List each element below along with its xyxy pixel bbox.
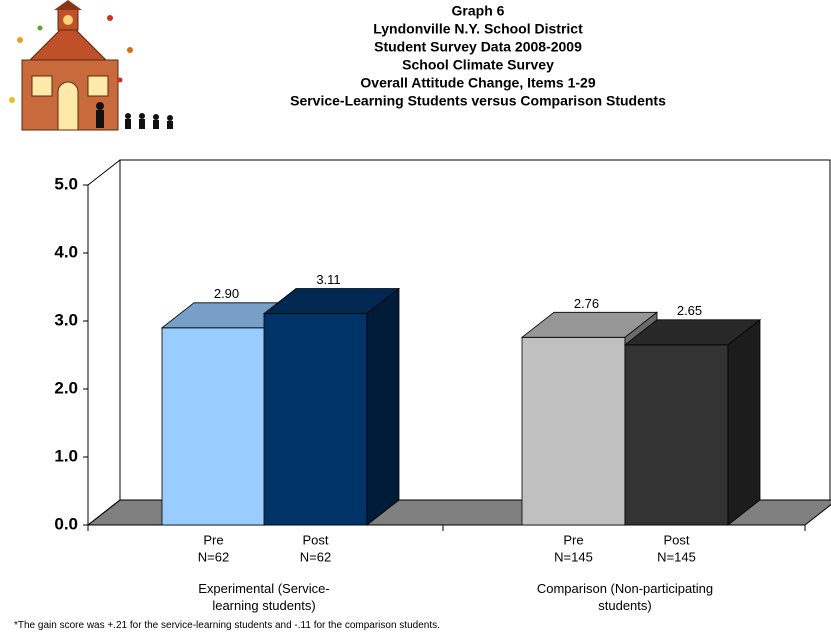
chart-title: Graph 6: [452, 3, 505, 19]
x-tick-label: Post: [663, 532, 689, 547]
chart-title: Lyndonville N.Y. School District: [373, 21, 583, 37]
value-label: 2.65: [677, 303, 702, 318]
y-tick-label: 3.0: [54, 310, 78, 329]
footnote: *The gain score was +.21 for the service…: [14, 620, 440, 631]
bar-side: [727, 318, 761, 526]
value-label: 2.90: [214, 286, 239, 301]
value-label: 2.76: [574, 296, 599, 311]
chart-title: Student Survey Data 2008-2009: [374, 39, 582, 55]
x-tick-label: Pre: [203, 532, 223, 547]
chart-title: Service-Learning Students versus Compari…: [290, 93, 666, 109]
n-label: N=145: [657, 549, 696, 564]
bar: [263, 313, 368, 526]
wall-edge: [87, 159, 121, 186]
value-label: 3.11: [316, 272, 340, 287]
bar: [624, 344, 729, 526]
x-tick-label: Post: [302, 532, 328, 547]
chart-title: School Climate Survey: [402, 57, 554, 73]
y-tick-label: 4.0: [54, 242, 78, 261]
chart-title: Overall Attitude Change, Items 1-29: [360, 75, 595, 91]
x-tick-label: Pre: [563, 532, 583, 547]
y-tick-label: 2.0: [54, 378, 78, 397]
group-label: Experimental (Service-learning students): [198, 581, 330, 613]
n-label: N=62: [198, 549, 229, 564]
y-tick-label: 1.0: [54, 446, 78, 465]
bar: [161, 327, 266, 526]
group-label: Comparison (Non-participating students): [536, 581, 714, 613]
n-label: N=62: [300, 549, 331, 564]
y-tick-label: 0.0: [54, 514, 78, 533]
n-label: N=145: [554, 549, 593, 564]
y-tick-label: 5.0: [54, 174, 78, 193]
bar-side: [366, 287, 400, 526]
left-wall-edge: [87, 499, 121, 526]
logo: [9, 0, 173, 131]
bar: [521, 336, 626, 526]
